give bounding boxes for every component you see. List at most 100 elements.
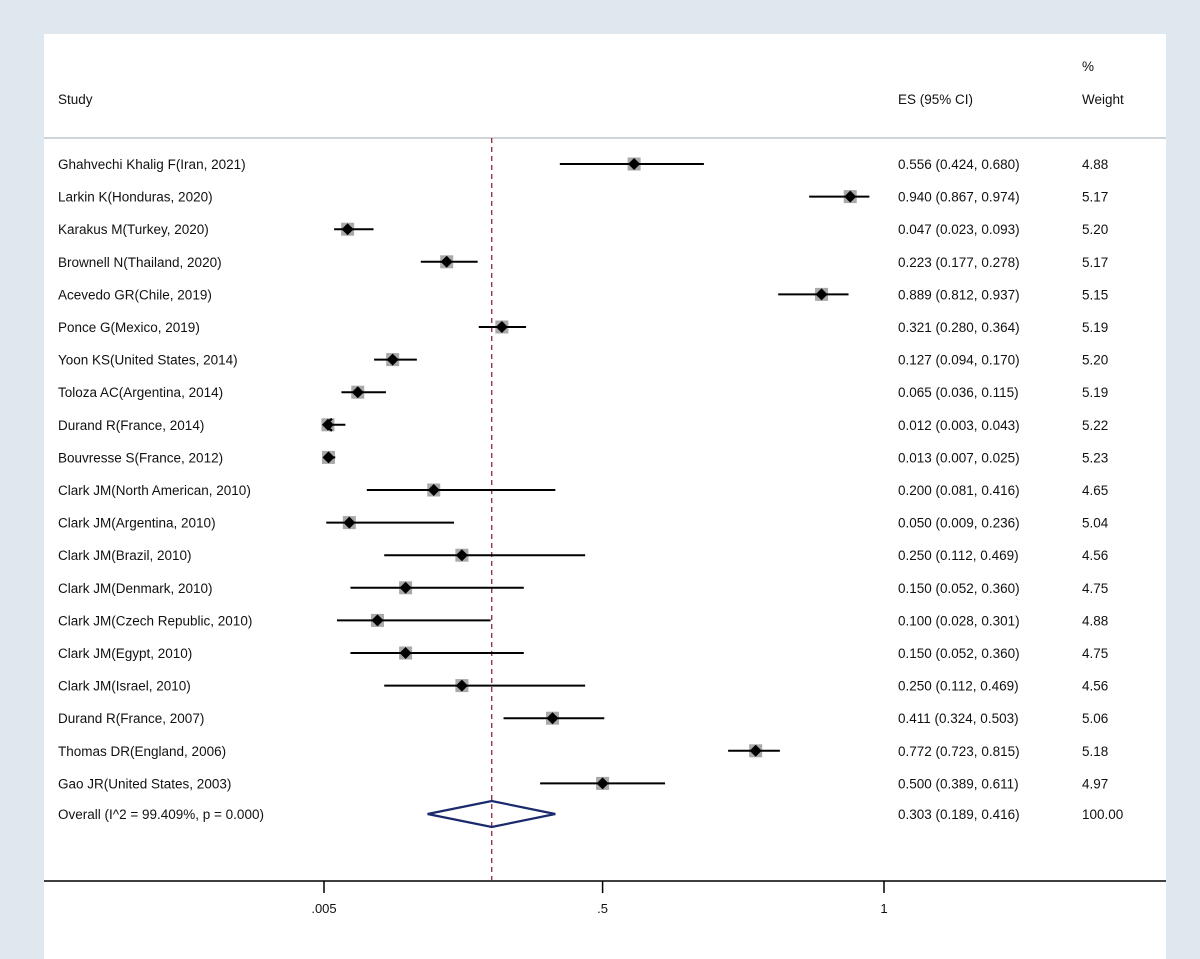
es-column-header: ES (95% CI) <box>898 92 973 107</box>
effect-size-text: 0.500 (0.389, 0.611) <box>898 776 1019 791</box>
study-label: Clark JM(Czech Republic, 2010) <box>58 613 252 628</box>
study-label: Yoon KS(United States, 2014) <box>58 353 238 368</box>
study-row: Clark JM(Argentina, 2010) 0.050 (0.009, 0… <box>58 516 1109 531</box>
point-estimate <box>321 418 334 431</box>
weight-text: 5.06 <box>1082 711 1108 726</box>
weight-text: 5.04 <box>1082 516 1109 531</box>
effect-size-text: 0.411 (0.324, 0.503) <box>898 711 1019 726</box>
point-estimate <box>343 516 356 529</box>
point-estimate <box>546 712 559 725</box>
study-label: Brownell N(Thailand, 2020) <box>58 255 222 270</box>
study-row: Toloza AC(Argentina, 2014) 0.065 (0.036, … <box>58 385 1108 400</box>
study-row: Thomas DR(England, 2006) 0.772 (0.723, 0.… <box>58 744 1108 759</box>
effect-size-text: 0.889 (0.812, 0.937) <box>898 287 1020 302</box>
study-row: Clark JM(Brazil, 2010) 0.250 (0.112, 0.46… <box>58 548 1108 563</box>
point-estimate <box>495 321 508 333</box>
weight-text: 4.88 <box>1082 157 1108 172</box>
point-estimate <box>440 255 453 268</box>
point-estimate <box>815 288 828 301</box>
weight-text: 5.19 <box>1082 385 1108 400</box>
study-row: Larkin K(Honduras, 2020) 0.940 (0.867, 0.… <box>58 190 1108 205</box>
point-estimate <box>399 647 412 659</box>
study-row: Durand R(France, 2014) 0.012 (0.003, 0.04… <box>58 418 1108 433</box>
effect-size-text: 0.047 (0.023, 0.093) <box>898 222 1020 237</box>
x-tick-label: .005 <box>311 901 336 916</box>
overall-label: Overall (I^2 = 99.409%, p = 0.000) <box>58 807 264 822</box>
study-row: Clark JM(Czech Republic, 2010) 0.100 (0.0… <box>58 613 1108 628</box>
weight-text: 4.56 <box>1082 548 1108 563</box>
study-row: Clark JM(Denmark, 2010) 0.150 (0.052, 0.3… <box>58 581 1108 596</box>
effect-size-text: 0.772 (0.723, 0.815) <box>898 744 1020 759</box>
point-estimate <box>427 484 440 496</box>
study-label: Clark JM(Israel, 2010) <box>58 679 191 694</box>
point-estimate <box>455 679 468 692</box>
study-label: Larkin K(Honduras, 2020) <box>58 190 213 205</box>
weight-text: 5.18 <box>1082 744 1108 759</box>
weight-text: 5.17 <box>1082 255 1108 270</box>
x-tick-label: 1 <box>880 901 887 916</box>
overall-weight-text: 100.00 <box>1082 807 1123 822</box>
effect-size-text: 0.100 (0.028, 0.301) <box>898 613 1020 628</box>
point-estimate <box>749 744 762 757</box>
weight-column-header: Weight <box>1082 92 1124 107</box>
weight-text: 5.20 <box>1082 353 1108 368</box>
study-label: Ghahvechi Khalig F(Iran, 2021) <box>58 157 246 172</box>
effect-size-text: 0.013 (0.007, 0.025) <box>898 450 1020 465</box>
study-row: Ponce G(Mexico, 2019) 0.321 (0.280, 0.364… <box>58 320 1108 335</box>
study-row: Yoon KS(United States, 2014) 0.127 (0.094… <box>58 353 1108 368</box>
weight-text: 4.65 <box>1082 483 1108 498</box>
study-row: Karakus M(Turkey, 2020) 0.047 (0.023, 0.0… <box>58 222 1108 237</box>
weight-text: 4.97 <box>1082 776 1108 791</box>
point-estimate <box>386 353 399 366</box>
point-estimate <box>455 549 468 562</box>
study-row: Acevedo GR(Chile, 2019) 0.889 (0.812, 0.9… <box>58 287 1108 302</box>
point-estimate <box>844 190 857 203</box>
study-row: Durand R(France, 2007) 0.411 (0.324, 0.50… <box>58 711 1108 726</box>
study-row: Brownell N(Thailand, 2020) 0.223 (0.177, … <box>58 255 1108 270</box>
study-row: Clark JM(Egypt, 2010) 0.150 (0.052, 0.360… <box>58 646 1108 661</box>
effect-size-text: 0.065 (0.036, 0.115) <box>898 385 1019 400</box>
study-label: Clark JM(Denmark, 2010) <box>58 581 213 596</box>
weight-text: 4.56 <box>1082 679 1108 694</box>
point-estimate <box>596 777 609 790</box>
weight-text: 5.22 <box>1082 418 1108 433</box>
study-label: Gao JR(United States, 2003) <box>58 776 231 791</box>
point-estimate <box>371 614 384 627</box>
study-row: Bouvresse S(France, 2012) 0.013 (0.007, 0… <box>58 450 1108 465</box>
weight-text: 5.15 <box>1082 287 1108 302</box>
study-label: Toloza AC(Argentina, 2014) <box>58 385 223 400</box>
point-estimate <box>628 158 641 170</box>
study-label: Durand R(France, 2007) <box>58 711 204 726</box>
overall-effect-size-text: 0.303 (0.189, 0.416) <box>898 807 1020 822</box>
effect-size-text: 0.940 (0.867, 0.974) <box>898 190 1020 205</box>
x-axis: .005 .5 1 <box>44 880 1166 916</box>
study-column-header: Study <box>58 92 93 107</box>
weight-text: 4.88 <box>1082 613 1108 628</box>
weight-text: 5.17 <box>1082 190 1108 205</box>
x-tick-label: .5 <box>597 901 608 916</box>
point-estimate <box>399 581 412 594</box>
study-label: Clark JM(Egypt, 2010) <box>58 646 192 661</box>
study-rows: Ghahvechi Khalig F(Iran, 2021) 0.556 (0.4… <box>58 138 1109 880</box>
effect-size-text: 0.050 (0.009, 0.236) <box>898 516 1020 531</box>
effect-size-text: 0.150 (0.052, 0.360) <box>898 581 1020 596</box>
study-label: Clark JM(Argentina, 2010) <box>58 516 216 531</box>
study-label: Bouvresse S(France, 2012) <box>58 450 223 465</box>
point-estimate <box>341 223 354 236</box>
weight-text: 5.23 <box>1082 450 1108 465</box>
study-label: Acevedo GR(Chile, 2019) <box>58 287 212 302</box>
effect-size-text: 0.250 (0.112, 0.469) <box>898 679 1019 694</box>
weight-text: 4.75 <box>1082 646 1108 661</box>
point-estimate <box>351 386 364 399</box>
study-row: Clark JM(North American, 2010) 0.200 (0.0… <box>58 483 1108 498</box>
effect-size-text: 0.321 (0.280, 0.364) <box>898 320 1020 335</box>
weight-column-header-percent: % <box>1082 59 1094 74</box>
study-label: Durand R(France, 2014) <box>58 418 204 433</box>
study-row: Clark JM(Israel, 2010) 0.250 (0.112, 0.46… <box>58 679 1108 694</box>
study-label: Thomas DR(England, 2006) <box>58 744 226 759</box>
study-label: Clark JM(North American, 2010) <box>58 483 251 498</box>
weight-text: 4.75 <box>1082 581 1108 596</box>
weight-text: 5.20 <box>1082 222 1108 237</box>
effect-size-text: 0.200 (0.081, 0.416) <box>898 483 1020 498</box>
